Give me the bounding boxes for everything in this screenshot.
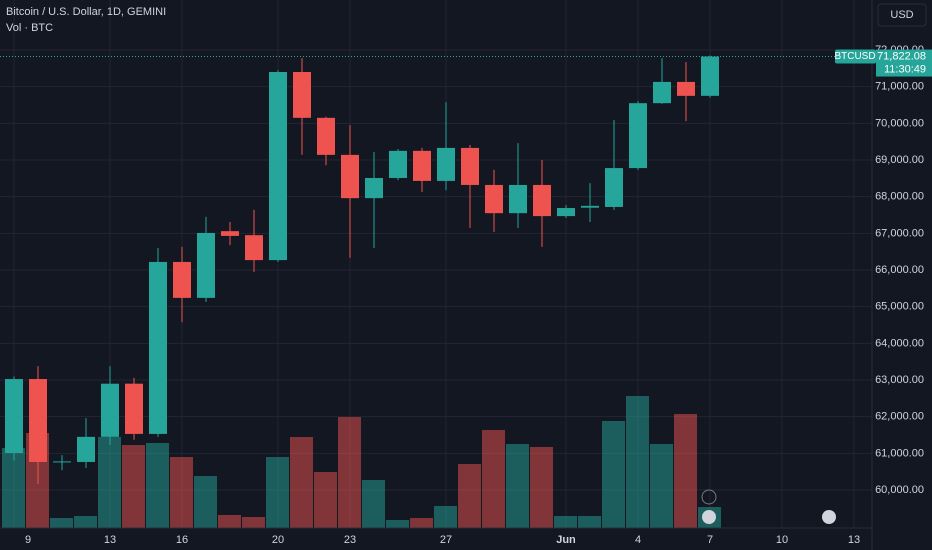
- volume-bar: [242, 517, 265, 528]
- subtitle: Vol · BTC: [6, 22, 53, 34]
- y-tick-label: 60,000.00: [875, 484, 924, 496]
- candle-body: [29, 379, 47, 462]
- volume-bar: [554, 516, 577, 528]
- candle-body: [341, 154, 359, 199]
- y-tick-label: 70,000.00: [875, 117, 924, 129]
- candle-body: [605, 168, 623, 207]
- candle-body: [413, 150, 431, 181]
- candle-body: [269, 72, 287, 261]
- symbol-label: BTCUSD: [834, 51, 875, 62]
- candle-body: [221, 231, 239, 236]
- x-tick-label: 23: [344, 534, 356, 546]
- volume-bar: [482, 430, 505, 528]
- y-tick-label: 64,000.00: [875, 337, 924, 349]
- candle-body: [245, 235, 263, 261]
- candle-body: [5, 379, 23, 453]
- candle-body: [173, 261, 191, 298]
- volume-bar: [122, 445, 145, 528]
- volume-bar: [170, 457, 193, 528]
- grid: [0, 0, 872, 528]
- countdown: 11:30:49: [884, 63, 926, 75]
- candle-body: [149, 261, 167, 434]
- y-tick-label: 61,000.00: [875, 447, 924, 459]
- candle-body: [485, 184, 503, 214]
- flag-icon[interactable]: [822, 510, 836, 524]
- volume-bar: [314, 472, 337, 528]
- candle-body: [581, 205, 599, 208]
- x-tick-label: 7: [707, 534, 713, 546]
- candle-body: [125, 383, 143, 434]
- candle-layer: [5, 55, 719, 484]
- x-tick-label: 13: [848, 534, 860, 546]
- y-tick-label: 65,000.00: [875, 301, 924, 313]
- volume-bar: [266, 457, 289, 528]
- candle-body: [629, 103, 647, 169]
- candle-body: [437, 147, 455, 181]
- price-badge: [876, 49, 932, 77]
- candle-body: [509, 184, 527, 214]
- currency[interactable]: USD: [890, 9, 913, 21]
- x-tick-label: 13: [104, 534, 116, 546]
- candle-body: [197, 232, 215, 298]
- volume-bar: [338, 417, 361, 528]
- event-icon[interactable]: [701, 489, 717, 505]
- x-tick-label: 4: [635, 534, 641, 546]
- x-tick-label: 16: [176, 534, 188, 546]
- candle-body: [77, 436, 95, 462]
- candle-body: [389, 150, 407, 178]
- volume-bar: [386, 520, 409, 528]
- currency-button[interactable]: [877, 3, 927, 27]
- volume-bar: [674, 414, 697, 528]
- axis-layer: 60,000.00 61,000.00 62,000.00 63,000.00 64,0…: [0, 44, 932, 546]
- x-tick-label: 10: [776, 534, 788, 546]
- volume-bar: [290, 437, 313, 528]
- x-tick-label: 27: [440, 534, 452, 546]
- candle-body: [653, 81, 671, 104]
- candle-body: [461, 147, 479, 185]
- symbol-badge: [835, 49, 876, 64]
- volume-bar: [50, 518, 73, 528]
- last-price-label: 71,822.08: [877, 50, 926, 62]
- y-tick-label: 66,000.00: [875, 264, 924, 276]
- x-tick-label: 9: [25, 534, 31, 546]
- volume-bar: [218, 515, 241, 528]
- candle-body: [317, 117, 335, 155]
- volume-bar: [602, 421, 625, 528]
- volume-bar: [434, 506, 457, 528]
- flag-icon[interactable]: [702, 510, 716, 524]
- candle-body: [365, 177, 383, 199]
- candle-body: [101, 383, 119, 437]
- y-tick-label: 69,000.00: [875, 154, 924, 166]
- x-tick-label: Jun: [556, 534, 576, 546]
- volume-bar: [410, 518, 433, 528]
- chart-title: Bitcoin / U.S. Dollar, 1D, GEMINI: [6, 6, 166, 18]
- x-tick-label: 20: [272, 534, 284, 546]
- candle-body: [701, 56, 719, 96]
- candle-body: [533, 184, 551, 217]
- candle-body: [677, 81, 695, 96]
- volume-bar: [530, 447, 553, 528]
- volume-bar: [194, 476, 217, 528]
- volume-bar: [74, 516, 97, 528]
- volume-bar: [146, 443, 169, 528]
- volume-bar: [506, 444, 529, 528]
- y-tick-label: 68,000.00: [875, 191, 924, 203]
- volume-bar: [626, 396, 649, 528]
- y-tick-label: 67,000.00: [875, 227, 924, 239]
- volume-bar: [578, 516, 601, 528]
- candle-body: [293, 72, 311, 118]
- volume-bar: [650, 444, 673, 528]
- volume-bar: [362, 480, 385, 528]
- volume-bar: [98, 437, 121, 528]
- y-tick-label: 62,000.00: [875, 411, 924, 423]
- y-tick-label: 63,000.00: [875, 374, 924, 386]
- volume-bar: [458, 464, 481, 528]
- volume-bar: [2, 448, 25, 528]
- candle-body: [557, 208, 575, 217]
- y-tick-label: 71,000.00: [875, 81, 924, 93]
- candle-body: [53, 461, 71, 463]
